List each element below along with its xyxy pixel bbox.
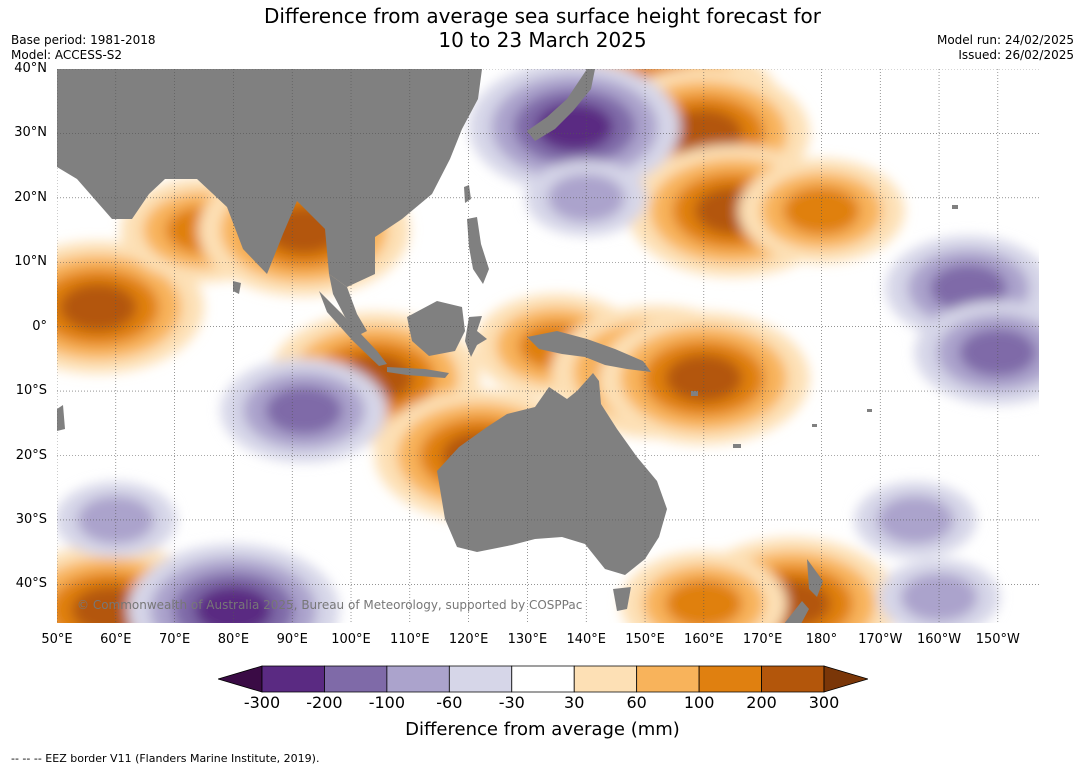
anomaly-contour (547, 173, 625, 222)
colorbar-tick-label: 300 (808, 693, 840, 712)
longitude-label: 150°W (975, 632, 1020, 647)
pacific-island (952, 205, 958, 209)
colorbar-tick-label: 30 (564, 693, 585, 712)
longitude-label: 160°E (684, 632, 724, 647)
malay-peninsula-landmass (329, 274, 367, 335)
colorbar-segment (698, 665, 762, 693)
land-layer (57, 69, 958, 623)
japan-landmass (527, 69, 595, 141)
latitude-label: 30°S (15, 511, 47, 527)
latitude-label: 10°N (14, 254, 47, 270)
colorbar-tick-label: -300 (243, 693, 281, 712)
colorbar-tick-label: 100 (683, 693, 715, 712)
latitude-label: 0° (32, 318, 47, 334)
latitude-label: 30°N (14, 125, 47, 141)
eez-border-note: -- -- -- EEZ border V11 (Flanders Marine… (11, 752, 320, 765)
colorbar-segment (636, 665, 700, 693)
colorbar-tick-label: -30 (498, 693, 525, 712)
colorbar-segment (573, 665, 638, 693)
longitude-label: 160°W (916, 632, 962, 647)
pacific-island (867, 409, 872, 412)
metadata-right: Model run: 24/02/2025 Issued: 26/02/2025 (937, 33, 1074, 63)
colorbar-min-extend (218, 665, 263, 693)
title-line-2: 10 to 23 March 2025 (438, 28, 647, 52)
longitude-label: 180° (805, 632, 838, 647)
longitude-label: 150°E (625, 632, 665, 647)
anomaly-contour (665, 579, 743, 623)
longitude-label: 170°E (742, 632, 783, 647)
anomaly-contour (959, 328, 1037, 377)
longitude-label: 130°E (507, 632, 548, 647)
graticule (57, 69, 1039, 623)
longitude-label: 90°E (276, 632, 308, 647)
map-canvas: © Commonwealth of Australia 2025, Bureau… (57, 69, 1039, 623)
colorbar-segment (761, 665, 825, 693)
madagascar-landmass (57, 405, 65, 431)
copyright-watermark: © Commonwealth of Australia 2025, Bureau… (77, 598, 582, 612)
colorbar-tick-label: -100 (368, 693, 406, 712)
new-zealand-landmass (784, 559, 823, 623)
longitude-label: 140°E (566, 632, 606, 647)
colorbar-tick-label: -200 (306, 693, 343, 712)
pacific-island (812, 424, 817, 427)
longitude-label: 120°E (448, 632, 489, 647)
latitude-label: 20°N (14, 189, 47, 205)
philippines-landmass (467, 217, 489, 284)
longitude-label: 50°E (41, 632, 73, 647)
longitude-label: 80°E (217, 632, 250, 647)
anomaly-contour (195, 586, 272, 623)
latitude-label: 10°S (15, 383, 47, 399)
sumatra-landmass (319, 291, 387, 366)
latitude-label: 40°N (14, 61, 47, 76)
latitude-label: 20°S (15, 447, 47, 463)
borneo-landmass (407, 301, 465, 356)
anomaly-contour (265, 386, 343, 435)
title-line-1: Difference from average sea surface heig… (263, 4, 822, 28)
colorbar-title: Difference from average (mm) (405, 719, 680, 740)
colorbar-segment (448, 665, 513, 693)
pacific-island (733, 444, 741, 448)
colorbar-segment (511, 665, 575, 693)
anomaly-contour (930, 264, 1007, 313)
longitude-label: 170°W (858, 632, 903, 647)
pacific-island (691, 391, 698, 396)
colorbar-tick-label: 200 (746, 693, 777, 712)
issued-text: Issued: 26/02/2025 (958, 48, 1074, 62)
colorbar (218, 665, 868, 693)
taiwan-landmass (464, 185, 471, 203)
sulawesi-landmass (465, 316, 487, 357)
base-period-text: Base period: 1981-2018 (11, 33, 156, 47)
colorbar-tick-label: 60 (626, 693, 647, 712)
anomaly-contour (59, 283, 137, 332)
model-text: Model: ACCESS-S2 (11, 48, 123, 62)
longitude-label: 110°E (390, 632, 430, 647)
colorbar-max-extend (823, 665, 868, 693)
sri-lanka-landmass (233, 281, 241, 294)
latitude-label: 40°S (15, 576, 47, 592)
longitude-label: 70°E (158, 632, 191, 647)
colorbar-segment (324, 665, 388, 693)
colorbar-segment (261, 665, 325, 693)
metadata-left: Base period: 1981-2018 Model: ACCESS-S2 (11, 33, 156, 63)
tasmania-landmass (613, 587, 631, 611)
longitude-label: 100°E (331, 632, 371, 647)
asia-landmass (57, 69, 482, 287)
colorbar-tick-label: -60 (436, 693, 463, 712)
new-guinea-landmass (527, 331, 651, 372)
colorbar-segment (386, 665, 450, 693)
java-landmass (387, 367, 449, 378)
sea-surface-height-map: © Commonwealth of Australia 2025, Bureau… (57, 69, 1039, 623)
chart-title: Difference from average sea surface heig… (0, 4, 1085, 52)
longitude-label: 60°E (100, 632, 132, 647)
australia-landmass (437, 373, 667, 575)
model-run-text: Model run: 24/02/2025 (936, 33, 1074, 47)
